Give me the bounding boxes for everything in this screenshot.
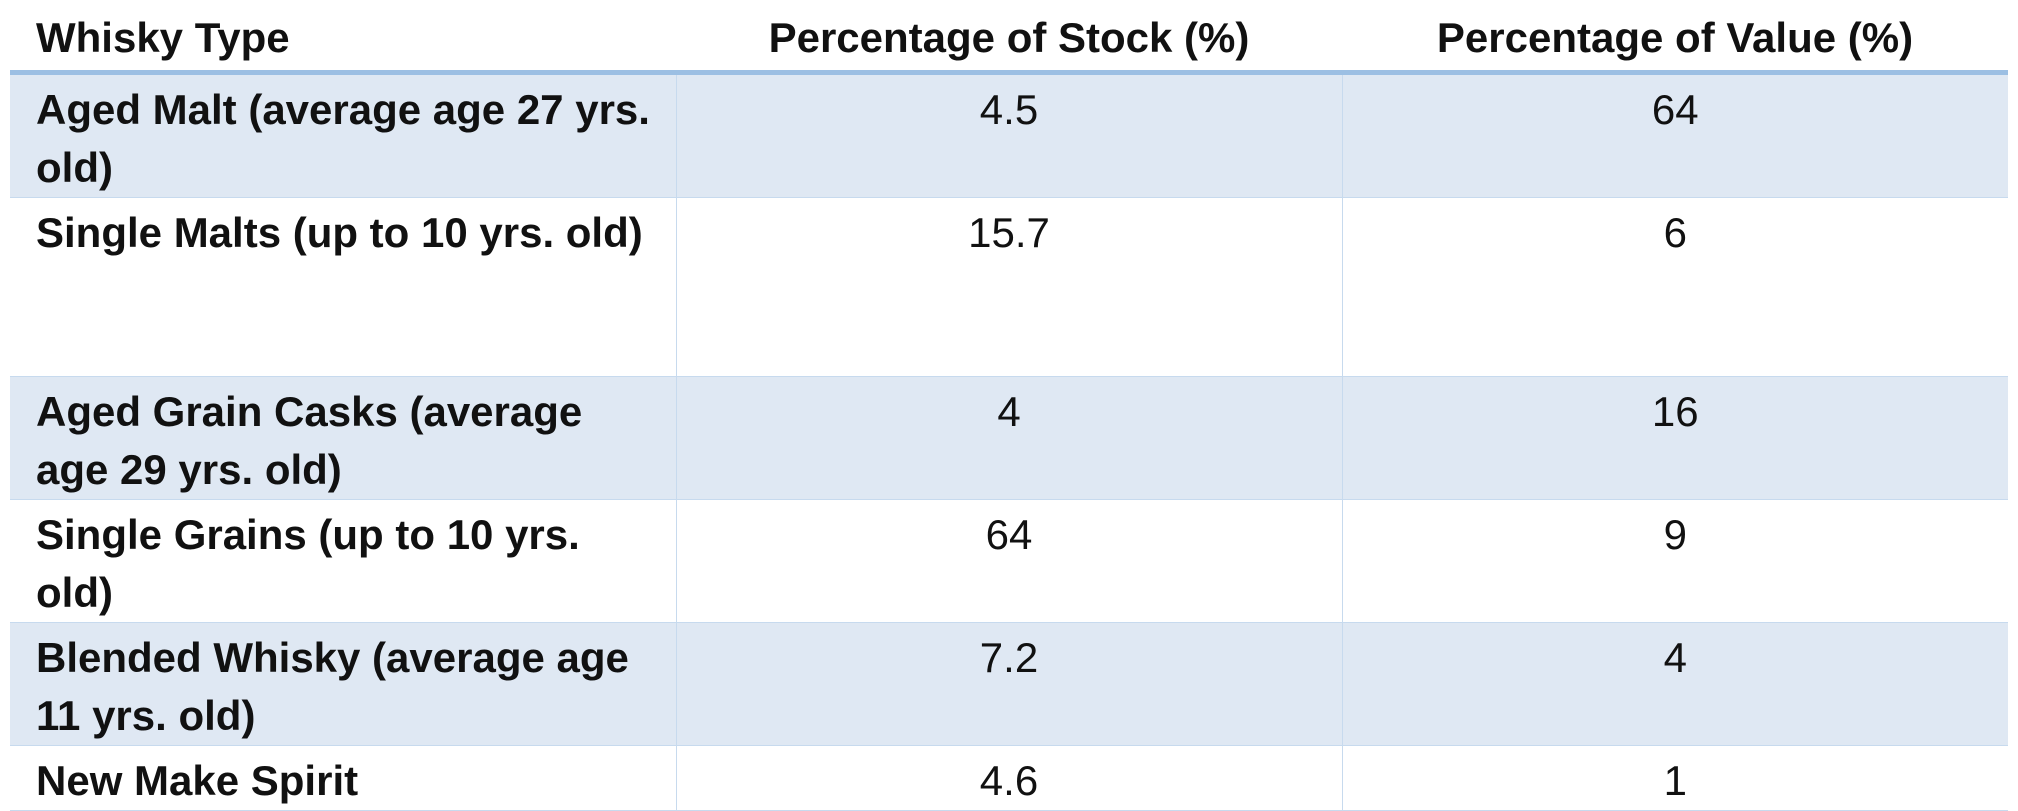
stock-percentage-cell: 4.5 (675, 72, 1342, 198)
value-percentage-cell: 1 (1341, 745, 2008, 811)
header-whisky-type: Whisky Type (10, 0, 676, 75)
header-row: Whisky Type Percentage of Stock (%) Perc… (10, 0, 2008, 75)
whisky-type-cell: Single Malts (up to 10 yrs. old) (10, 197, 676, 377)
value-percentage-cell: 64 (1341, 72, 2008, 198)
whisky-type-cell: Aged Grain Casks (average age 29 yrs. ol… (10, 376, 676, 500)
stock-percentage-cell: 4 (675, 376, 1342, 500)
whisky-type-cell: New Make Spirit (10, 745, 676, 811)
whisky-stock-table: Whisky Type Percentage of Stock (%) Perc… (10, 0, 2008, 811)
table-row: Blended Whisky (average age 11 yrs. old)… (10, 622, 2008, 746)
header-percentage-of-stock: Percentage of Stock (%) (676, 0, 1342, 75)
header-percentage-of-value: Percentage of Value (%) (1342, 0, 2008, 75)
table-header: Whisky Type Percentage of Stock (%) Perc… (10, 0, 2008, 75)
value-percentage-cell: 4 (1341, 622, 2008, 746)
whisky-stock-table-container: Whisky Type Percentage of Stock (%) Perc… (10, 0, 2008, 811)
table-row: Aged Malt (average age 27 yrs. old) 4.5 … (10, 72, 2008, 198)
stock-percentage-cell: 64 (675, 499, 1342, 623)
whisky-type-cell: Single Grains (up to 10 yrs. old) (10, 499, 676, 623)
value-percentage-cell: 16 (1341, 376, 2008, 500)
stock-percentage-cell: 4.6 (675, 745, 1342, 811)
stock-percentage-cell: 15.7 (675, 197, 1342, 377)
table-row: Single Grains (up to 10 yrs. old) 64 9 (10, 499, 2008, 623)
table-row: Single Malts (up to 10 yrs. old) 15.7 6 (10, 197, 2008, 377)
stock-percentage-cell: 7.2 (675, 622, 1342, 746)
table-row: Aged Grain Casks (average age 29 yrs. ol… (10, 376, 2008, 500)
whisky-type-cell: Aged Malt (average age 27 yrs. old) (10, 72, 676, 198)
table-row: New Make Spirit 4.6 1 (10, 745, 2008, 811)
table-body: Aged Malt (average age 27 yrs. old) 4.5 … (10, 72, 2008, 811)
value-percentage-cell: 6 (1341, 197, 2008, 377)
whisky-type-cell: Blended Whisky (average age 11 yrs. old) (10, 622, 676, 746)
value-percentage-cell: 9 (1341, 499, 2008, 623)
